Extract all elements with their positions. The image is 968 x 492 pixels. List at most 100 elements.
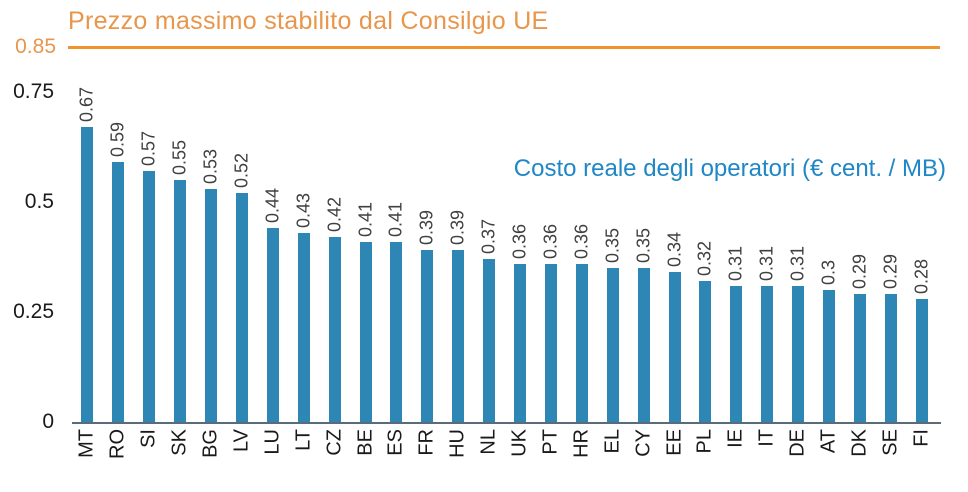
x-axis-category-label: RO: [106, 429, 129, 459]
x-axis-category-label: FI: [910, 429, 933, 447]
x-axis-category-label: PT: [539, 429, 562, 455]
x-axis-category-label: HU: [446, 429, 469, 458]
x-axis-category-label: FR: [415, 429, 438, 456]
bar: [390, 241, 403, 422]
bar: [452, 250, 465, 422]
bar: [823, 290, 836, 422]
bar-column: 0.35 CY: [628, 48, 659, 457]
bar-value-label: 0.3: [818, 259, 839, 285]
x-axis-category-label: HR: [570, 429, 593, 458]
bar: [266, 228, 279, 422]
bar-column: 0.31 IT: [752, 48, 783, 447]
x-axis-category-label: EE: [663, 429, 686, 456]
bar: [359, 241, 372, 422]
bar-value-label: 0.28: [911, 258, 932, 294]
bar-column: 0.32 PL: [690, 48, 721, 453]
y-tick-label: 0: [42, 410, 54, 433]
bar-value-label: 0.31: [787, 245, 808, 281]
y-tick-label: 0.25: [13, 300, 54, 323]
x-axis-category-label: SE: [879, 429, 902, 456]
bar-value-label: 0.36: [571, 223, 592, 259]
bar-column: 0.29 DK: [845, 48, 876, 456]
bar: [730, 285, 743, 422]
bar-value-label: 0.41: [385, 201, 406, 237]
bar-value-label: 0.35: [602, 227, 623, 263]
bar-column: 0.31 DE: [783, 48, 814, 457]
bar-column: 0.29 SE: [875, 48, 906, 455]
bar-column: 0.39 FR: [412, 48, 443, 455]
bar-value-label: 0.53: [200, 148, 221, 184]
x-axis-category-label: SK: [168, 429, 191, 456]
bar-value-label: 0.39: [416, 210, 437, 246]
bar-column: 0.34 EE: [659, 48, 690, 455]
bar-value-label: 0.52: [231, 153, 252, 189]
bar: [761, 285, 774, 422]
bar-column: 0.42 CZ: [319, 48, 350, 456]
bar: [699, 281, 712, 422]
bar-value-label: 0.55: [169, 139, 190, 175]
bar: [235, 193, 248, 422]
bar-value-label: 0.37: [478, 219, 499, 255]
bar-column: 0.52 LV: [227, 48, 258, 452]
bar-column: 0.37 NL: [474, 48, 505, 454]
bar-value-label: 0.42: [324, 197, 345, 233]
bar: [514, 263, 527, 422]
x-axis-category-label: ES: [384, 429, 407, 456]
series-annotation: Costo reale degli operatori (€ cent. / M…: [513, 155, 946, 182]
bar-column: 0.53 BG: [196, 48, 227, 458]
bar-column: 0.41 BE: [350, 48, 381, 456]
bar-column: 0.39 HU: [443, 48, 474, 458]
bar-value-label: 0.29: [880, 254, 901, 290]
bar: [915, 298, 928, 422]
x-axis-category-label: CZ: [323, 429, 346, 456]
x-axis-category-label: AT: [817, 429, 840, 454]
bar-column: 0.36 HR: [566, 48, 597, 458]
bar-value-label: 0.36: [540, 223, 561, 259]
bar-value-label: 0.31: [725, 245, 746, 281]
bar-value-label: 0.36: [509, 223, 530, 259]
bar: [205, 188, 218, 422]
bar-column: 0.31 IE: [721, 48, 752, 448]
x-axis-category-label: IE: [724, 429, 747, 448]
bar-column: 0.35 EL: [597, 48, 628, 454]
x-axis-category-label: SI: [137, 429, 160, 448]
bar: [792, 285, 805, 422]
bar-value-label: 0.39: [447, 210, 468, 246]
bar: [81, 127, 94, 422]
plot-area: 0.67 MT 0.59 RO 0.57 SI 0.55 SK 0.53 BG 0.52 LV 0.44…: [72, 48, 941, 459]
bar-column: 0.36 UK: [505, 48, 536, 457]
bar-column: 0.36 PT: [536, 48, 567, 455]
x-axis-category-label: DE: [786, 429, 809, 457]
x-axis-category-label: BG: [199, 429, 222, 458]
bar: [853, 294, 866, 422]
bar: [328, 237, 341, 422]
bar: [143, 171, 156, 422]
bar: [297, 232, 310, 422]
x-axis-category-label: MT: [75, 429, 98, 458]
x-axis-category-label: NL: [477, 429, 500, 455]
bar-column: 0.41 ES: [381, 48, 412, 456]
x-axis-line: [72, 422, 941, 424]
reference-line-value: 0.85: [15, 35, 56, 58]
bar: [421, 250, 434, 422]
bar-column: 0.28 FI: [906, 48, 937, 447]
bar-column: 0.57 SI: [134, 48, 165, 448]
x-axis-category-label: PL: [693, 429, 716, 454]
bar-column: 0.59 RO: [103, 48, 134, 459]
y-tick-label: 0.5: [24, 190, 54, 213]
bar: [483, 259, 496, 422]
x-axis-category-label: BE: [354, 429, 377, 456]
bar: [884, 294, 897, 422]
y-tick-label: 0.75: [13, 80, 54, 103]
bar-column: 0.44 LU: [257, 48, 288, 454]
bar-value-label: 0.34: [664, 232, 685, 268]
bar-value-label: 0.29: [849, 254, 870, 290]
x-axis-category-label: LT: [292, 429, 315, 451]
bar-value-label: 0.44: [262, 188, 283, 224]
x-axis-category-label: LV: [230, 429, 253, 452]
bar-column: 0.43 LT: [288, 48, 319, 451]
x-axis-category-label: IT: [755, 429, 778, 447]
bar: [575, 263, 588, 422]
bar-value-label: 0.57: [138, 131, 159, 167]
